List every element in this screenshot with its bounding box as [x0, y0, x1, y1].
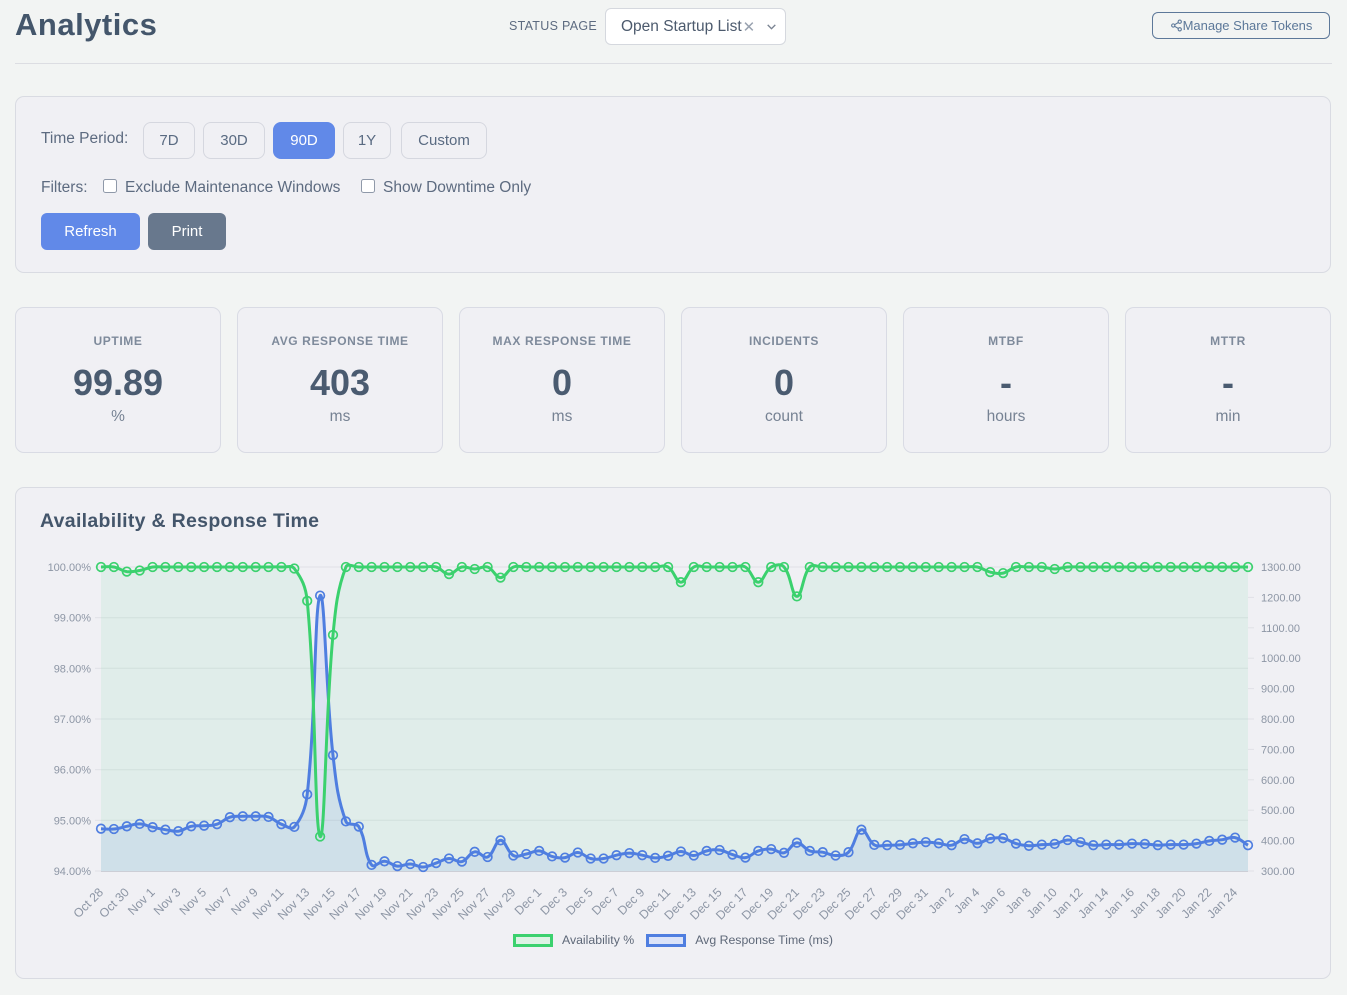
svg-text:Dec 1: Dec 1 — [512, 885, 545, 918]
svg-text:Nov 5: Nov 5 — [177, 885, 210, 918]
svg-text:96.00%: 96.00% — [54, 765, 92, 777]
svg-text:1100.00: 1100.00 — [1261, 623, 1300, 635]
svg-text:800.00: 800.00 — [1261, 714, 1295, 726]
svg-text:Jan 4: Jan 4 — [951, 885, 982, 916]
svg-text:94.00%: 94.00% — [54, 866, 92, 878]
svg-text:95.00%: 95.00% — [54, 815, 92, 827]
svg-text:Nov 7: Nov 7 — [202, 885, 235, 918]
svg-text:1300.00: 1300.00 — [1261, 562, 1301, 574]
svg-text:Nov 3: Nov 3 — [151, 885, 184, 918]
svg-text:Jan 2: Jan 2 — [926, 885, 957, 916]
svg-text:Dec 7: Dec 7 — [589, 885, 622, 918]
svg-text:Dec 5: Dec 5 — [563, 885, 596, 918]
svg-text:700.00: 700.00 — [1261, 744, 1295, 756]
svg-text:500.00: 500.00 — [1261, 805, 1295, 817]
svg-text:Dec 3: Dec 3 — [538, 885, 571, 918]
svg-text:97.00%: 97.00% — [54, 714, 92, 726]
svg-text:400.00: 400.00 — [1261, 836, 1295, 848]
svg-text:600.00: 600.00 — [1261, 775, 1295, 787]
svg-text:Jan 6: Jan 6 — [977, 885, 1008, 916]
svg-text:Nov 1: Nov 1 — [125, 885, 158, 918]
svg-text:Oct 30: Oct 30 — [96, 885, 132, 921]
svg-text:900.00: 900.00 — [1261, 684, 1295, 696]
svg-text:98.00%: 98.00% — [54, 663, 92, 675]
svg-text:1000.00: 1000.00 — [1261, 653, 1301, 665]
svg-text:99.00%: 99.00% — [54, 613, 92, 625]
svg-text:1200.00: 1200.00 — [1261, 592, 1301, 604]
svg-text:300.00: 300.00 — [1261, 866, 1295, 878]
svg-text:100.00%: 100.00% — [48, 562, 92, 574]
